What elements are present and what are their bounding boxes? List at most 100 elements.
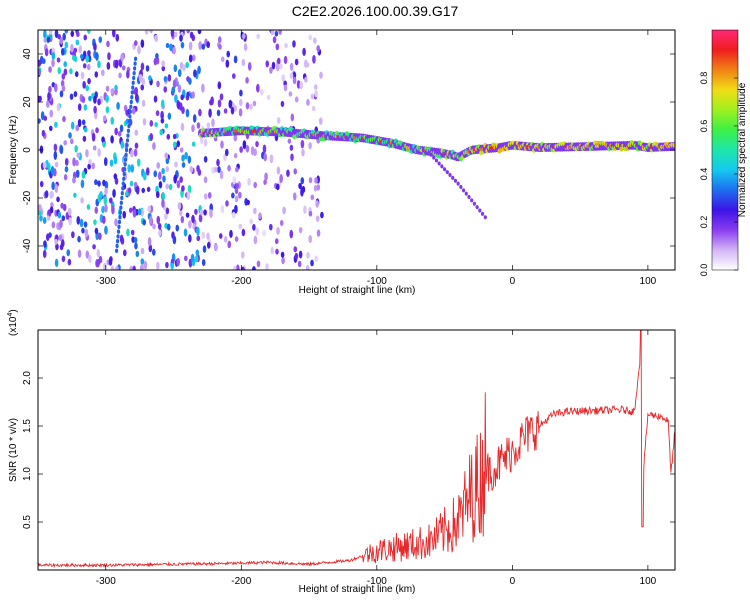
heatmap-cell (297, 260, 302, 268)
heatmap-cell (219, 170, 224, 180)
heatmap-cell (133, 181, 138, 188)
heatmap-cell (126, 228, 130, 237)
heatmap-cell (280, 100, 285, 107)
heatmap-cell (217, 81, 222, 90)
heatmap-cell (48, 85, 52, 93)
heatmap-cell (173, 64, 178, 73)
heatmap-cell (138, 73, 143, 83)
heatmap-cell (161, 167, 165, 175)
heatmap-cell (235, 166, 239, 173)
heatmap-cell (45, 233, 50, 241)
heatmap-cell (123, 249, 127, 257)
heatmap-cell (201, 43, 206, 50)
heatmap-cell (176, 257, 181, 267)
heatmap-cell (124, 190, 129, 197)
heatmap-cell (120, 140, 125, 149)
heatmap-cell (279, 63, 283, 70)
heatmap-cell (161, 192, 166, 201)
heatmap-cell (203, 155, 208, 163)
heatmap-cell (189, 166, 194, 173)
heatmap-cell (197, 65, 201, 75)
heatmap-cell (173, 174, 177, 184)
heatmap-cell (213, 166, 218, 173)
heatmap-cell (182, 64, 186, 72)
heatmap-cell (42, 216, 47, 224)
heatmap-cell (69, 68, 73, 75)
x-tick-label: -200 (231, 276, 251, 287)
heatmap-cell (223, 108, 228, 114)
heatmap-cell (245, 102, 250, 110)
heatmap-cell (293, 246, 298, 253)
heatmap-cell (95, 127, 99, 134)
heatmap-cell (68, 132, 72, 139)
heatmap-cell (117, 219, 122, 225)
x-tick-label: -100 (367, 276, 387, 287)
heatmap-cell (55, 243, 59, 251)
heatmap-cell (105, 85, 110, 92)
heatmap-cell (125, 143, 129, 148)
heatmap-cell (93, 95, 97, 104)
heatmap-cell (152, 223, 156, 230)
heatmap-cell (239, 89, 243, 97)
heatmap-cell (59, 243, 64, 251)
heatmap-cell (231, 211, 236, 219)
heatmap-cell (126, 133, 130, 138)
heatmap-cell (313, 84, 318, 90)
heatmap-cell (88, 254, 92, 263)
heatmap-cell (292, 192, 297, 201)
heatmap-cell (144, 30, 149, 35)
heatmap-cell (87, 30, 91, 34)
heatmap-cell (180, 216, 185, 224)
heatmap-cell (110, 88, 115, 95)
heatmap-cell (252, 100, 257, 107)
heatmap-cell (294, 96, 299, 103)
heatmap-cell (225, 148, 229, 157)
heatmap-cell (172, 79, 177, 89)
heatmap-cell (70, 43, 74, 53)
snr-panel: -300 -200 -100 0 100 0.5 1.0 1.5 2.0 Height of s… (7, 309, 676, 595)
heatmap-cell (101, 205, 105, 214)
heatmap-cell (127, 187, 132, 194)
heatmap-cell (211, 166, 215, 174)
heatmap-cell (186, 191, 191, 201)
heatmap-cell (140, 39, 145, 48)
heatmap-cell (198, 213, 203, 223)
heatmap-cell (315, 200, 319, 208)
heatmap-cell (63, 174, 68, 181)
heatmap-cell (155, 190, 160, 199)
heatmap-cell (132, 209, 137, 218)
heatmap-cell (59, 90, 64, 98)
heatmap-cell (172, 235, 177, 245)
heatmap-cell (158, 229, 162, 237)
heatmap-cell (121, 181, 125, 186)
heatmap-cell (272, 36, 277, 44)
heatmap-cell (185, 212, 190, 218)
heatmap-cell (470, 198, 474, 203)
heatmap-cell (148, 244, 153, 253)
heatmap-cell (42, 161, 47, 169)
heatmap-cell (289, 72, 294, 80)
heatmap-cell (87, 50, 91, 56)
heatmap-cell (260, 88, 264, 96)
heatmap-cell (198, 108, 202, 117)
heatmap-cell (181, 162, 186, 168)
heatmap-cell (156, 215, 161, 225)
heatmap-cell (472, 201, 477, 206)
heatmap-cell (445, 170, 449, 175)
heatmap-cell (281, 257, 285, 265)
heatmap-cell (233, 104, 238, 112)
heatmap-cell (73, 55, 78, 63)
heatmap-cell (94, 179, 98, 186)
heatmap-cell (67, 207, 72, 216)
snr-x-label: Height of straight line (km) (299, 584, 416, 595)
heatmap-cell (153, 57, 158, 66)
heatmap-cell (165, 42, 170, 49)
heatmap-cell (155, 110, 160, 117)
heatmap-cell (217, 166, 221, 173)
heatmap-cell (97, 60, 101, 69)
heatmap-cell (106, 61, 111, 70)
heatmap-cell (115, 248, 119, 253)
heatmap-cell (93, 219, 97, 226)
heatmap-cell (448, 172, 452, 177)
heatmap-cell (117, 224, 121, 229)
